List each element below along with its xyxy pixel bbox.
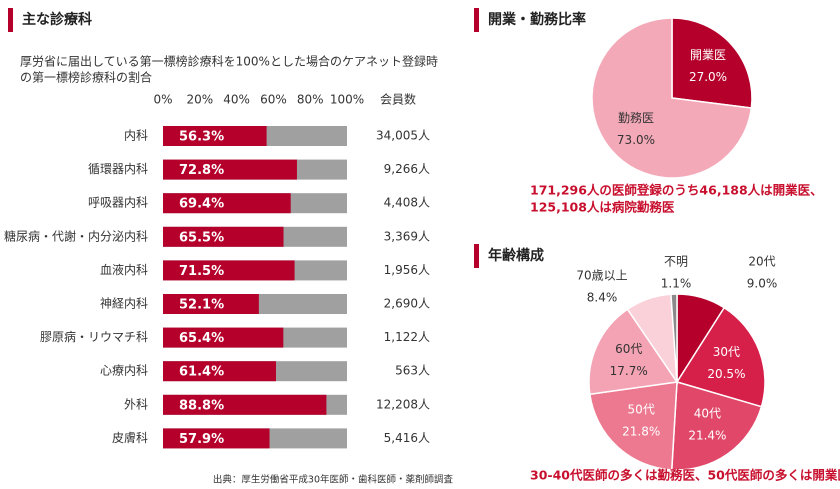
member-count: 1,122人 <box>384 330 430 344</box>
title-marker <box>8 8 13 32</box>
slice-value: 1.1% <box>661 277 692 291</box>
slice-label: 開業医 <box>690 48 726 62</box>
member-count: 3,369人 <box>384 229 430 243</box>
bar <box>163 327 284 348</box>
member-count: 5,416人 <box>384 431 430 445</box>
value-label: 52.1% <box>179 298 224 313</box>
bar <box>163 193 291 214</box>
value-label: 56.3% <box>179 130 224 145</box>
bar <box>163 159 297 180</box>
bar <box>163 126 267 146</box>
slice-value: 27.0% <box>689 70 727 84</box>
note: 30-40代医師の多くは勤務医、50代医師の多くは開業医 <box>530 468 840 483</box>
x-tick-label: 0% <box>153 93 172 107</box>
value-label: 57.9% <box>179 432 224 447</box>
category-label: 呼吸器内科 <box>88 196 148 210</box>
title-marker <box>474 8 479 32</box>
category-label: 血液内科 <box>100 262 148 277</box>
member-count: 34,005人 <box>376 129 430 143</box>
chart-title: 年齢構成 <box>488 247 544 264</box>
pie-slice <box>670 293 678 383</box>
category-label: 神経内科 <box>100 297 148 311</box>
category-label: 循環器内科 <box>88 162 148 176</box>
slice-value: 20.5% <box>707 367 745 381</box>
slice-value: 21.8% <box>622 424 660 438</box>
value-label: 65.4% <box>179 331 224 346</box>
slice-label: 不明 <box>664 255 688 269</box>
source: 出典：厚生労働省平成30年医師・歯科医師・薬剤師調査 <box>213 474 454 486</box>
value-label: 71.5% <box>179 264 224 279</box>
bar <box>163 226 284 247</box>
pie-slice <box>675 306 766 408</box>
value-label: 65.5% <box>179 230 224 245</box>
chart-title: 主な診療科 <box>22 11 92 28</box>
member-count: 9,266人 <box>384 162 430 176</box>
pie-slice <box>591 17 753 179</box>
slice-label: 60代 <box>615 342 642 356</box>
subtitle: 厚労省に届出している第一標榜診療科を100%とした場合のケアネット登録時 <box>20 54 438 69</box>
x-tick-label: 60% <box>260 93 287 107</box>
pie-slice <box>589 381 678 471</box>
x-tick-label: 40% <box>223 93 250 107</box>
bar <box>163 428 270 449</box>
category-label: 外科 <box>124 397 148 411</box>
subtitle: の第一標榜診療科の割合 <box>20 70 152 85</box>
slice-label: 70歳以上 <box>576 269 627 283</box>
bar <box>163 361 276 382</box>
member-count: 12,208人 <box>376 397 430 411</box>
x-tick-label: 100% <box>330 93 364 107</box>
slice-label: 40代 <box>694 407 721 421</box>
category-label: 膠原病・リウマチ科 <box>40 329 148 344</box>
member-count: 2,690人 <box>384 297 430 311</box>
pie-slice <box>671 17 753 109</box>
category-label: 皮膚科 <box>112 430 148 445</box>
slice-label: 30代 <box>713 345 740 359</box>
bar <box>163 260 295 281</box>
bar <box>163 294 259 314</box>
slice-value: 73.0% <box>617 133 655 147</box>
value-label: 72.8% <box>179 163 224 178</box>
slice-value: 21.4% <box>688 429 726 443</box>
category-label: 内科 <box>124 129 148 143</box>
column-header: 会員数 <box>380 92 416 107</box>
value-label: 69.4% <box>179 197 224 212</box>
slice-label: 20代 <box>748 255 775 269</box>
pie-slice <box>670 381 763 471</box>
x-tick-label: 80% <box>297 93 324 107</box>
slice-label: 勤務医 <box>618 111 654 125</box>
slice-label: 50代 <box>628 402 655 416</box>
note: 171,296人の医師登録のうち46,188人は開業医、 <box>530 183 823 198</box>
x-tick-label: 20% <box>186 93 213 107</box>
category-label: 糖尿病・代謝・内分泌内科 <box>4 228 148 243</box>
chart-title: 開業・勤務比率 <box>488 11 586 28</box>
slice-value: 9.0% <box>747 277 778 291</box>
value-label: 61.4% <box>179 365 224 380</box>
slice-value: 8.4% <box>587 291 618 305</box>
note: 125,108人は病院勤務医 <box>530 200 675 215</box>
slice-value: 17.7% <box>610 364 648 378</box>
value-label: 88.8% <box>179 398 224 413</box>
pie-slice <box>588 308 679 396</box>
member-count: 1,956人 <box>384 263 430 277</box>
bar <box>163 394 327 415</box>
title-marker <box>474 244 479 268</box>
category-label: 心療内科 <box>100 364 148 378</box>
member-count: 563人 <box>395 364 430 378</box>
member-count: 4,408人 <box>384 196 430 210</box>
